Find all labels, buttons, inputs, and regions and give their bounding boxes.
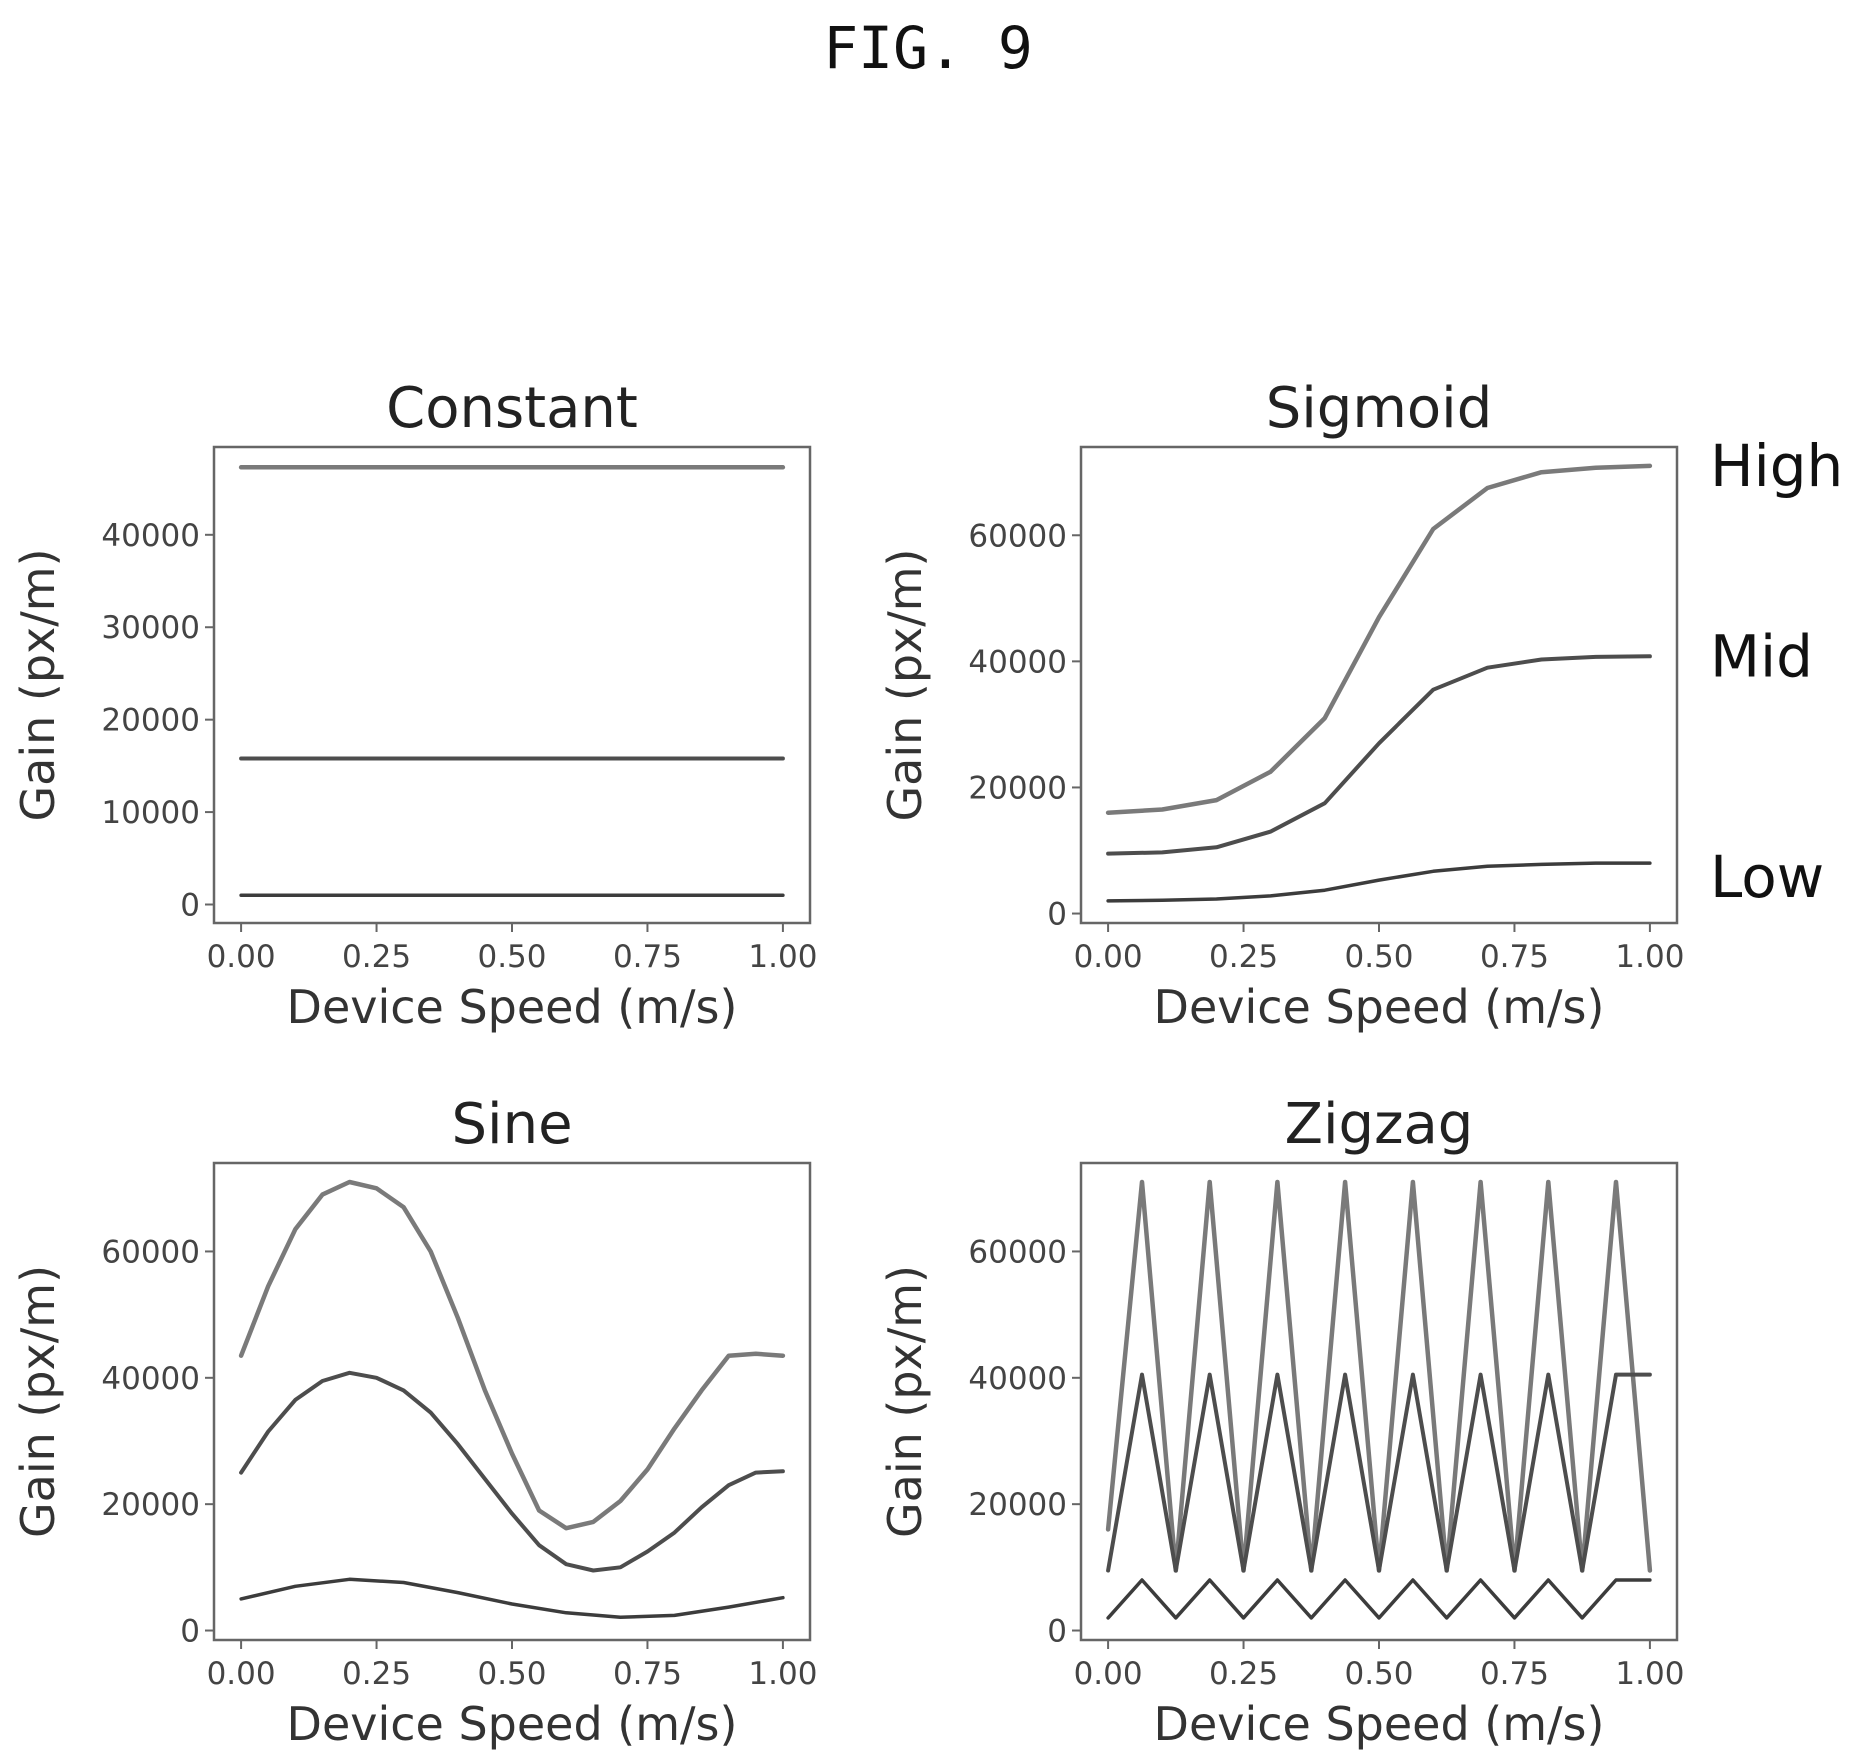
series-label-low: Low — [1710, 843, 1824, 911]
y-axis-label: Gain (px/m) — [878, 1265, 932, 1538]
series-line-high — [1105, 463, 1653, 815]
x-tick-label: 0.50 — [1344, 1656, 1413, 1692]
y-tick-label: 20000 — [968, 1487, 1067, 1523]
y-tick-label: 40000 — [101, 518, 200, 554]
x-tick-label: 0.75 — [613, 939, 682, 975]
series-line-high — [238, 1179, 786, 1531]
series-line-mid — [1106, 654, 1652, 856]
y-tick-label: 0 — [1047, 1614, 1067, 1650]
series-line-high — [1105, 1179, 1653, 1573]
x-tick-label: 0.75 — [1480, 939, 1549, 975]
series-line-mid — [239, 1370, 785, 1573]
y-axis-label: Gain (px/m) — [11, 1265, 65, 1538]
series-line-low — [239, 1577, 785, 1620]
x-tick-label: 0.00 — [1074, 939, 1143, 975]
chart-title: Sigmoid — [1266, 376, 1493, 441]
x-axis-label: Device Speed (m/s) — [1154, 980, 1605, 1034]
x-tick-label: 0.00 — [1074, 1656, 1143, 1692]
chart-title: Constant — [386, 376, 638, 441]
series-line-low — [1106, 1578, 1652, 1620]
series-labels: High Mid Low — [1710, 432, 1843, 911]
y-tick-label: 0 — [180, 1614, 200, 1650]
y-axis-label: Gain (px/m) — [11, 548, 65, 821]
x-tick-label: 1.00 — [748, 1656, 817, 1692]
x-tick-label: 0.00 — [207, 1656, 276, 1692]
x-tick-label: 0.25 — [342, 939, 411, 975]
chart-title: Sine — [451, 1092, 572, 1157]
x-tick-label: 0.50 — [477, 939, 546, 975]
y-tick-label: 60000 — [968, 1234, 1067, 1270]
y-axis-label: Gain (px/m) — [878, 548, 932, 821]
panel-zigzag: Zigzag 0.00 0.25 0.50 0.75 1.00 0 20000 40000 600… — [878, 1092, 1684, 1751]
x-tick-label: 0.75 — [1480, 1656, 1549, 1692]
y-tick-label: 60000 — [101, 1234, 200, 1270]
x-tick-label: 0.50 — [477, 1656, 546, 1692]
axes-frame — [212, 1161, 812, 1642]
y-tick-label: 20000 — [968, 770, 1067, 806]
y-tick-label: 0 — [1047, 897, 1067, 933]
y-tick-label: 40000 — [101, 1361, 200, 1397]
series-line-low — [1106, 861, 1652, 903]
x-axis-label: Device Speed (m/s) — [287, 1697, 738, 1751]
y-tick-label: 0 — [180, 888, 200, 924]
series-label-high: High — [1710, 432, 1843, 500]
axes-frame — [212, 445, 812, 925]
x-tick-label: 1.00 — [1615, 1656, 1684, 1692]
y-tick-label: 20000 — [101, 703, 200, 739]
series-line-mid — [1106, 1372, 1652, 1573]
y-tick-label: 40000 — [968, 1361, 1067, 1397]
figure-label: FIG. 9 — [823, 14, 1033, 82]
x-tick-label: 1.00 — [1615, 939, 1684, 975]
y-tick-label: 30000 — [101, 610, 200, 646]
x-tick-label: 0.00 — [207, 939, 276, 975]
x-tick-label: 0.25 — [1209, 939, 1278, 975]
panel-sine: Sine 0.00 0.25 0.50 0.75 1.00 0 20000 40000 60000… — [11, 1092, 817, 1751]
series-label-mid: Mid — [1710, 622, 1813, 690]
x-tick-label: 1.00 — [748, 939, 817, 975]
chart-title: Zigzag — [1285, 1092, 1474, 1157]
y-tick-label: 60000 — [968, 518, 1067, 554]
panel-sigmoid: Sigmoid 0.00 0.25 0.50 0.75 1.00 0 20000 40000 60… — [878, 376, 1684, 1034]
y-tick-label: 10000 — [101, 795, 200, 831]
x-axis-label: Device Speed (m/s) — [287, 980, 738, 1034]
y-tick-label: 40000 — [968, 644, 1067, 680]
x-tick-label: 0.25 — [342, 1656, 411, 1692]
y-tick-label: 20000 — [101, 1487, 200, 1523]
x-axis-label: Device Speed (m/s) — [1154, 1697, 1605, 1751]
x-tick-label: 0.25 — [1209, 1656, 1278, 1692]
panel-constant: Constant 0.00 0.25 0.50 0.75 1.00 0 10000 20000 3… — [11, 376, 817, 1034]
x-tick-label: 0.50 — [1344, 939, 1413, 975]
x-tick-label: 0.75 — [613, 1656, 682, 1692]
